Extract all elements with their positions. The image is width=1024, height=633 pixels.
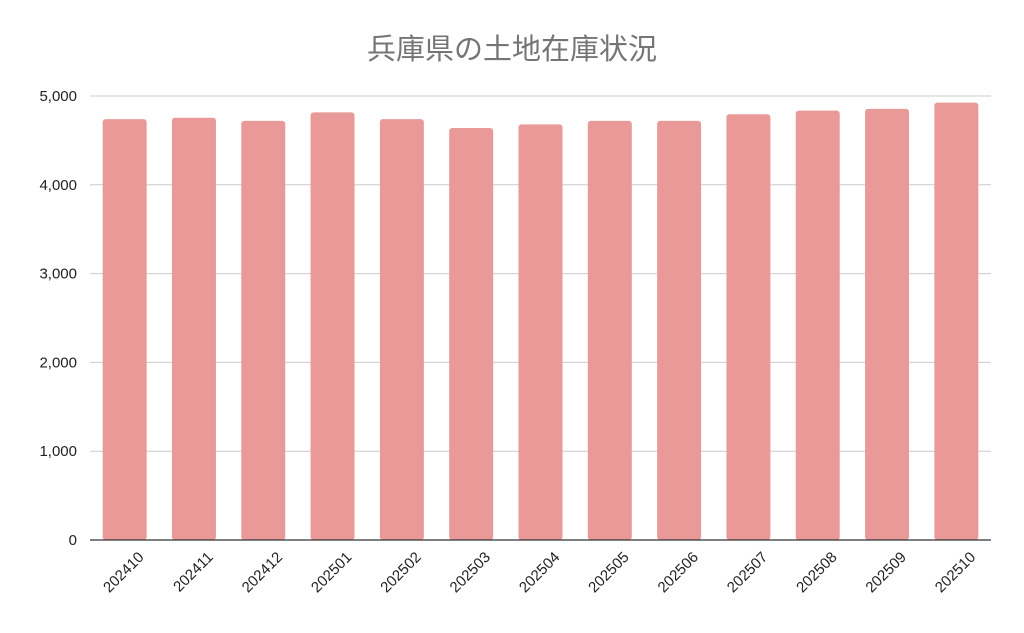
- bar: [865, 108, 910, 540]
- bar: [587, 120, 632, 540]
- bar: [102, 119, 147, 540]
- x-tick-label: 202506: [655, 549, 702, 596]
- x-tick-label: 202502: [377, 549, 424, 596]
- y-tick-label: 3,000: [39, 266, 77, 283]
- y-tick-label: 2,000: [39, 354, 77, 371]
- x-tick-label: 202410: [100, 549, 147, 596]
- y-tick-label: 0: [69, 532, 77, 549]
- bar: [726, 114, 771, 540]
- x-tick-label: 202412: [239, 549, 286, 596]
- bar: [171, 117, 216, 541]
- bar: [310, 112, 355, 540]
- bar: [518, 124, 563, 540]
- x-tick-label: 202505: [585, 549, 632, 596]
- x-tick-label: 202507: [724, 549, 771, 596]
- x-tick-label: 202503: [447, 549, 494, 596]
- y-tick-label: 4,000: [39, 177, 77, 194]
- x-tick-label: 202508: [793, 549, 840, 596]
- x-tick-label: 202510: [932, 549, 979, 596]
- x-tick-label: 202411: [170, 549, 217, 596]
- x-tick-label: 202501: [308, 549, 355, 596]
- y-tick-label: 5,000: [39, 88, 77, 105]
- x-tick-label: 202509: [862, 549, 909, 596]
- bar: [241, 120, 286, 540]
- x-tick-label: 202504: [516, 549, 563, 596]
- bar: [657, 120, 702, 540]
- chart-title: 兵庫県の土地在庫状況: [366, 32, 657, 66]
- bar: [795, 110, 840, 540]
- y-tick-label: 1,000: [39, 443, 77, 460]
- bar: [449, 127, 494, 540]
- bar: [934, 102, 979, 540]
- bar: [379, 119, 424, 540]
